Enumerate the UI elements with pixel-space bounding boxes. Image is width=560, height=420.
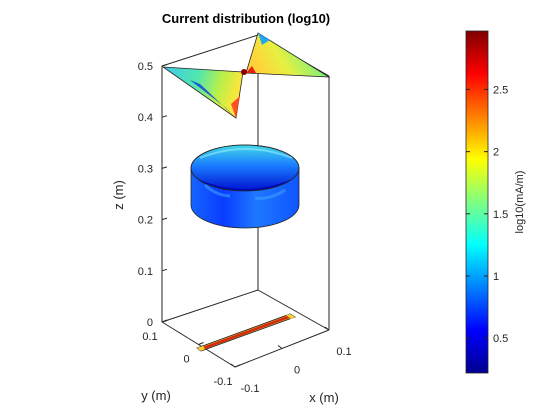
chart-title: Current distribution (log10): [162, 11, 330, 26]
colorbar: 0.5 1 1.5 2 2.5 log10(mA/m): [465, 30, 526, 374]
floor-back-left: [161, 289, 259, 323]
colorbar-gradient: [465, 30, 489, 374]
y-tick-label: 0.1: [142, 331, 157, 343]
x-tick-mark: [230, 363, 236, 368]
x-axis-label: x (m): [309, 390, 339, 405]
y-tick-label: 0: [183, 354, 189, 366]
y-tick-mark: [161, 319, 168, 323]
x-tick-mark: [324, 326, 330, 331]
colorbar-tick-label: 1: [493, 271, 499, 283]
y-ticks: -0.1 0 0.1: [142, 319, 241, 388]
ring-outer-wall: [190, 167, 300, 229]
x-tick-label: 0: [294, 365, 300, 377]
cylindrical-ring: [190, 144, 300, 229]
z-ticks: 0 0.1 0.2 0.3 0.4 0.5: [138, 61, 168, 329]
bowtie-right-wing: [245, 32, 331, 78]
x-tick-label: -0.1: [241, 383, 260, 395]
z-tick-label: 0.2: [138, 215, 153, 227]
colorbar-label: log10(mA/m): [514, 171, 526, 234]
z-tick-mark: [161, 166, 168, 169]
colorbar-tick-label: 1.5: [493, 209, 508, 221]
x-tick-label: 0.1: [336, 346, 351, 358]
y-tick-mark: [198, 342, 204, 345]
z-tick-label: 0.5: [138, 61, 153, 73]
feed-strip: [196, 313, 296, 352]
colorbar-tick-label: 0.5: [493, 333, 508, 345]
colorbar-tick-label: 2.5: [493, 84, 508, 96]
z-tick-label: 0.3: [138, 163, 153, 175]
bowtie-feed-point: [241, 69, 247, 75]
z-tick-mark: [161, 115, 168, 118]
z-tick-label: 0.1: [138, 266, 153, 278]
y-axis-label: y (m): [141, 388, 171, 403]
z-axis-label: z (m): [111, 180, 126, 210]
y-tick-label: -0.1: [214, 376, 233, 388]
z-tick-mark: [161, 268, 168, 272]
z-tick-label: 0: [147, 317, 153, 329]
floor-back-right: [257, 289, 330, 331]
z-tick-mark: [161, 217, 168, 221]
colorbar-tick-label: 2: [493, 147, 499, 159]
top-edge-left: [161, 34, 259, 67]
y-tick-mark: [234, 364, 241, 368]
x-ticks: -0.1 0 0.1: [230, 326, 352, 395]
z-tick-mark: [161, 64, 168, 67]
z-tick-label: 0.4: [138, 112, 153, 124]
x-tick-mark: [277, 345, 283, 349]
bowtie: [161, 32, 331, 119]
colorbar-ticks: 0.5 1 1.5 2 2.5: [466, 84, 508, 345]
bowtie-left-wing: [161, 66, 244, 119]
